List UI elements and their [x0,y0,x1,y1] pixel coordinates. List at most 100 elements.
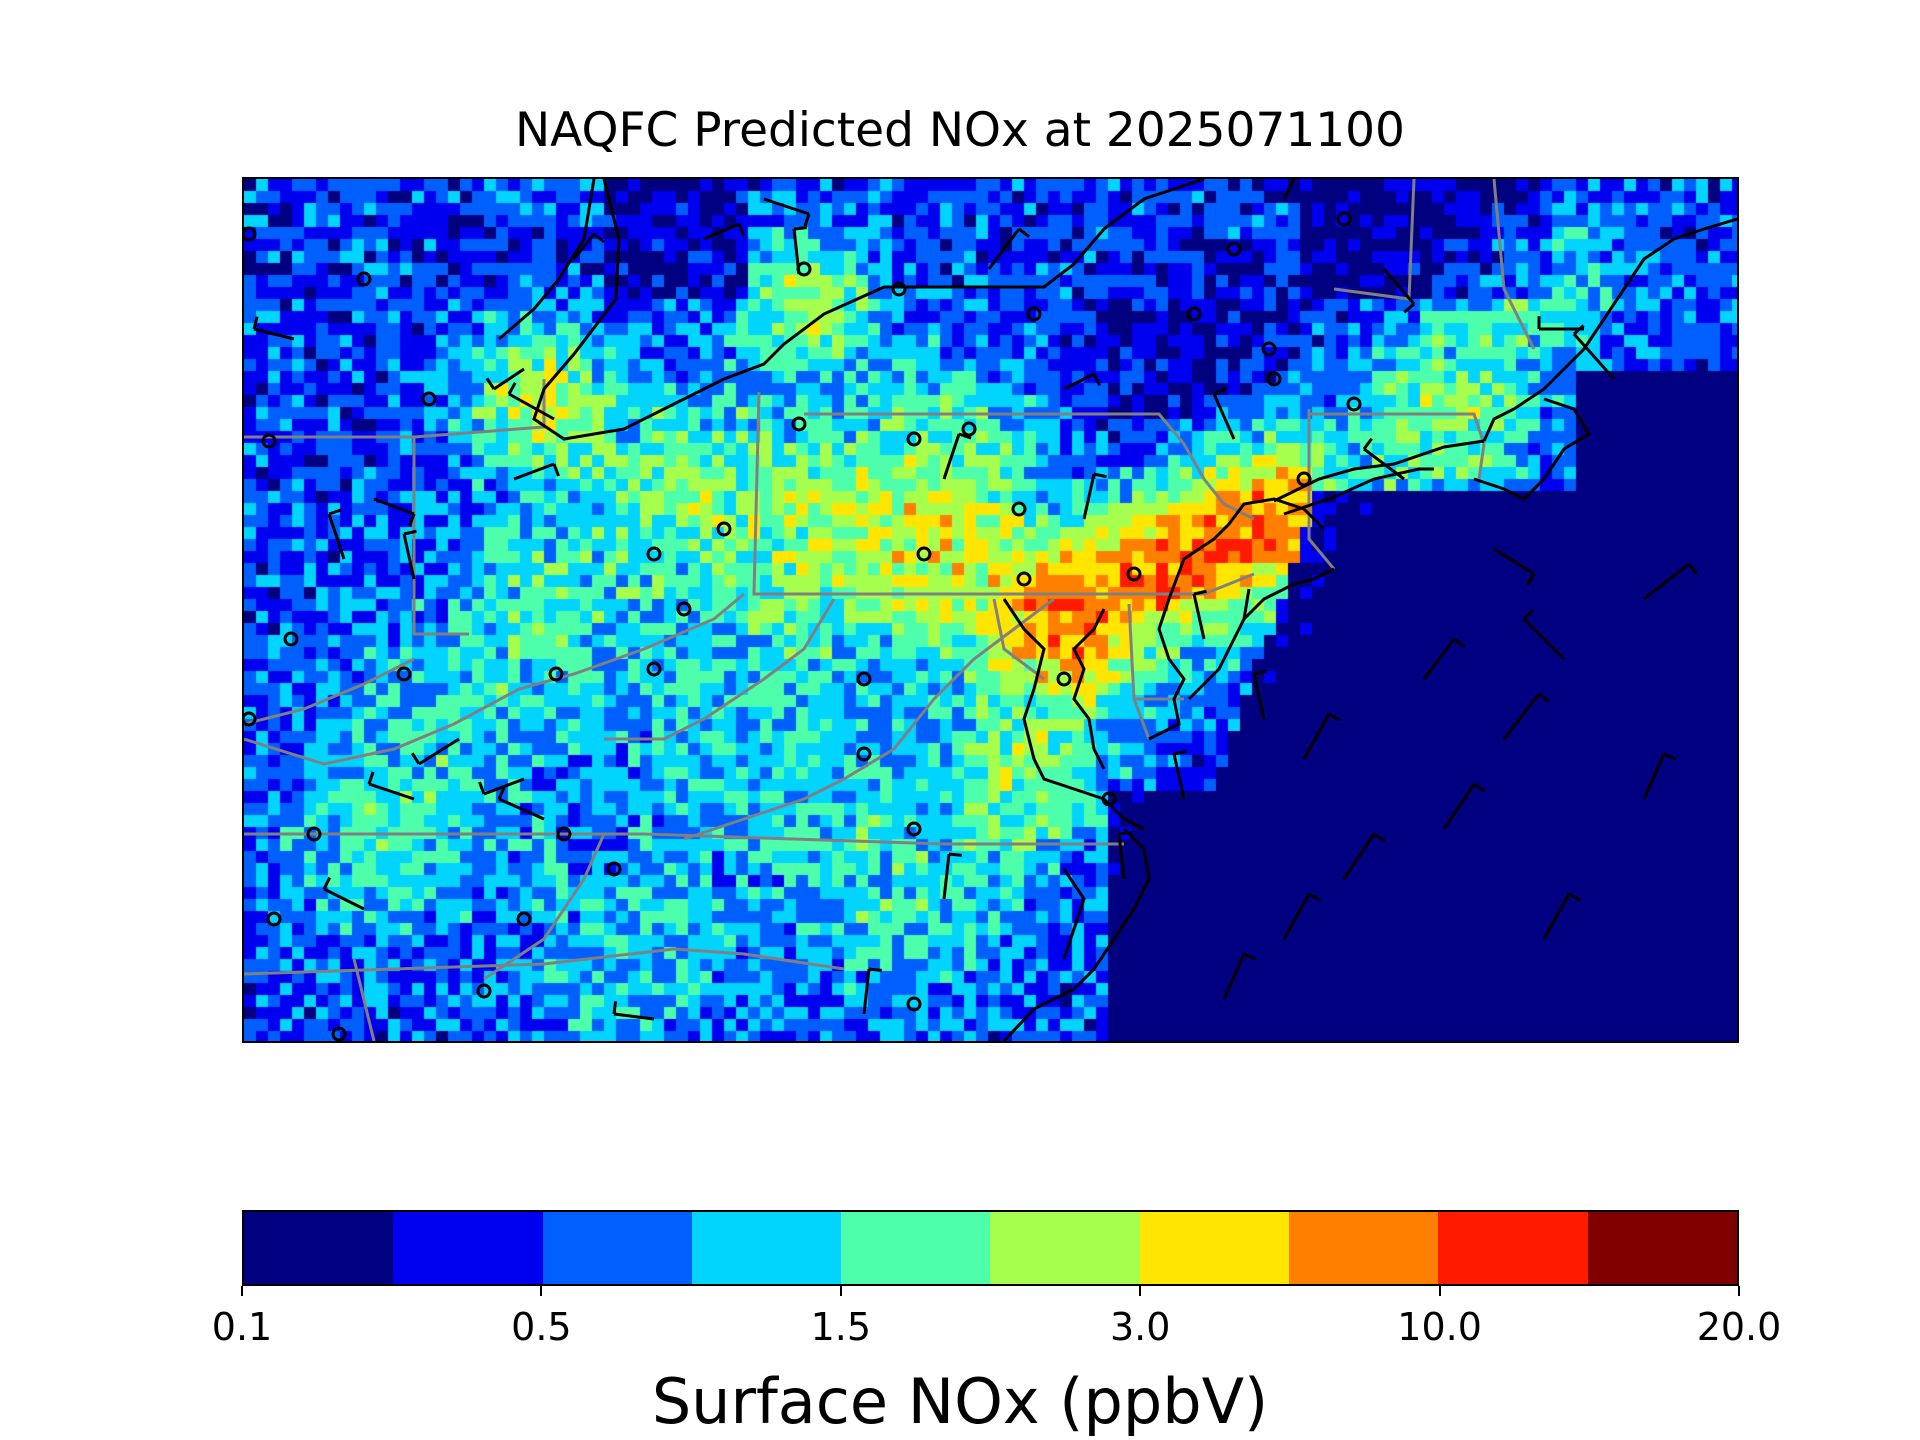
wind-barb-shaft [373,497,415,516]
wind-barb-flag [948,852,962,857]
wind-barb-flag [1362,437,1373,450]
wind-barb-shaft [763,197,810,216]
wind-barb-shaft [1442,783,1476,830]
wind-barb-flag [1173,749,1187,756]
wind-barb-shaft [1282,179,1296,200]
wind-barb-shaft [1082,473,1096,520]
wind-barb-shaft [1422,638,1456,680]
wind-barb-shaft [1212,393,1236,440]
colorbar-label: Surface NOx (ppbV) [651,1365,1269,1438]
wind-barb-shaft [368,782,415,801]
wind-barb-flag [1118,831,1132,836]
wind-barb-flag [1687,563,1699,576]
calm-wind-circle [396,666,412,682]
wind-barb-flag [1093,472,1107,479]
calm-wind-circle [606,861,622,877]
wind-barb-shaft [1493,547,1535,576]
wind-barb-shaft [942,433,961,480]
wind-barb-flag [1453,637,1466,648]
nox-field-raster [244,179,1737,1041]
calm-wind-circle [916,546,932,562]
wind-barb-flag [507,382,517,395]
wind-barb-flag [478,781,486,795]
wind-barb-shaft [1172,753,1186,800]
calm-wind-circle [421,391,437,407]
wind-barb-shaft [572,233,596,260]
calm-wind-circle [796,261,812,277]
colorbar-swatch [691,1212,842,1284]
wind-barb-flag [410,752,421,765]
wind-barb-shaft [987,228,1021,270]
wind-barb-flag [322,876,332,890]
calm-wind-circle [266,911,282,927]
wind-barb-shaft [253,327,295,341]
colorbar-swatch [841,1212,991,1284]
colorbar-tick-label: 20.0 [1696,1305,1782,1349]
map-panel [242,177,1739,1043]
calm-wind-circle [1266,371,1282,387]
wind-barb-flag [1573,324,1585,336]
wind-barb-flag [252,316,259,330]
wind-barb-shaft [508,392,555,421]
wind-barb-shaft [327,513,346,560]
state-borders [244,179,1536,1041]
calm-wind-circle [476,983,492,999]
colorbar-tick-label: 3.0 [1109,1305,1171,1349]
colorbar-tick-mark [839,1286,842,1296]
wind-barb-shaft [1363,447,1405,481]
calm-wind-circle [261,433,277,449]
calm-wind-circle [1011,501,1027,517]
calm-wind-circles [244,211,1362,1041]
wind-barb-flag [793,226,807,231]
wind-barb-flag [367,771,375,785]
colorbar-swatch [393,1212,543,1284]
wind-barb-flag [1525,573,1536,586]
calm-wind-circle [1101,791,1117,807]
wind-barb-flag [403,529,417,536]
wind-barb-flag [552,463,560,477]
calm-wind-circle [1026,306,1042,322]
wind-barb-flag [408,513,416,527]
wind-barb-shaft [1502,693,1541,740]
wind-barb-flag [1522,608,1535,621]
wind-barb-shaft [1382,268,1416,305]
wind-barb-shaft [1342,833,1376,880]
wind-barb-flag [612,1001,618,1015]
calm-wind-circle [906,431,922,447]
wind-barb-shaft [498,797,545,821]
calm-wind-circle [906,996,922,1012]
wind-barb-shaft [703,222,740,241]
wind-barb-flag [485,377,496,390]
calm-wind-circle [646,661,662,677]
calm-wind-circle [1261,341,1277,357]
wind-barb-shaft [1642,753,1666,800]
calm-wind-circle [676,601,692,617]
wind-barb-shaft [402,533,416,580]
calm-wind-circle [283,631,299,647]
calm-wind-circle [856,671,872,687]
calm-wind-circle [1296,471,1312,487]
colorbar [242,1210,1739,1286]
wind-barb-flag [593,232,605,244]
calm-wind-circle [961,421,977,437]
colorbar-swatch [1289,1212,1439,1284]
calm-wind-circle [646,546,662,562]
calm-wind-circle [516,911,532,927]
colorbar-tick-mark [540,1286,543,1296]
wind-barb-flag [1092,373,1102,387]
wind-barb-flag [1243,952,1257,961]
colorbar-tick-mark [241,1286,243,1296]
wind-barb-flag [1308,892,1321,902]
wind-barb-shaft [483,777,525,796]
wind-barb-flag [1213,387,1227,396]
wind-barb-flag [1373,832,1386,843]
calm-wind-circle [1346,396,1362,412]
colorbar-swatch [1438,1212,1588,1284]
calm-wind-circle [1186,306,1202,322]
wind-barb-shaft [862,968,871,1015]
colorbar-tick-label: 10.0 [1397,1305,1482,1349]
wind-barb-flag [328,508,342,516]
colorbar-tick-mark [1438,1286,1441,1296]
calm-wind-circle [891,281,907,297]
wind-barb-shaft [1643,562,1690,601]
